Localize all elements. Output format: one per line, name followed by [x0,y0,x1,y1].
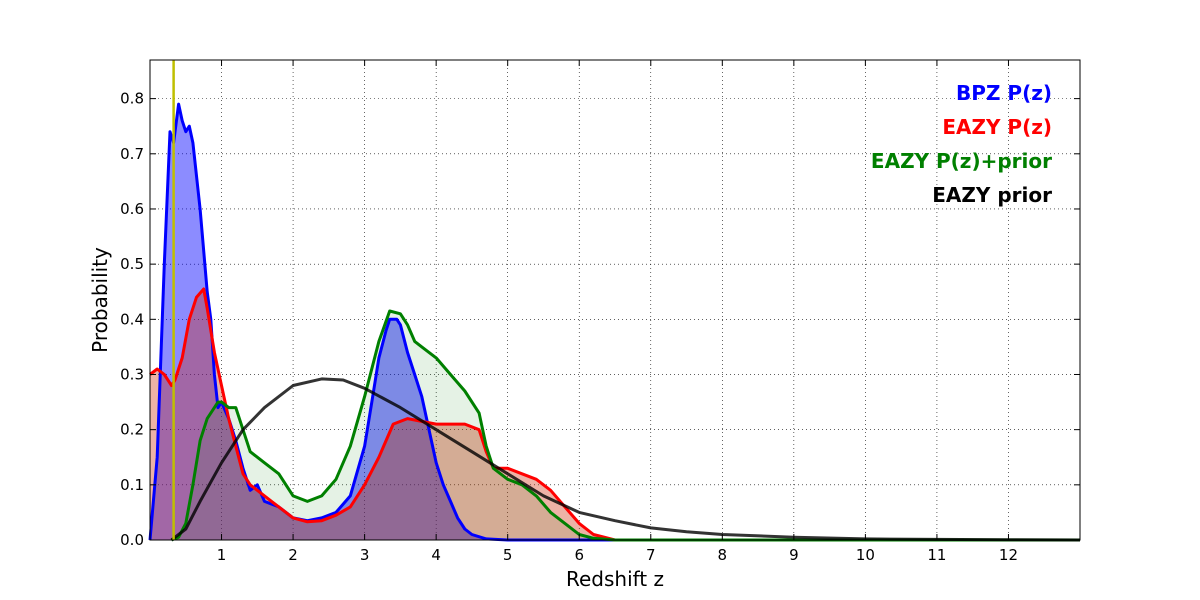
y-tick-label: 0.3 [120,365,144,383]
x-tick-label: 5 [503,546,513,564]
axis-ticks: 1 2 3 4 5 6 7 8 9 10 11 120.00.10.20.30.40.50.60.70… [120,60,1080,564]
x-tick-label: 4 [431,546,441,564]
series-line-2 [170,309,1080,542]
legend-entry: EAZY P(z) [942,115,1052,139]
series-line-1 [149,287,1080,542]
x-tick-label: 2 [288,546,298,564]
x-tick-label: 11 [927,546,946,564]
x-tick-label: 1 [217,546,227,564]
y-tick-label: 0.2 [120,421,144,439]
x-tick-label: 8 [718,546,728,564]
series-fill-2 [171,311,1080,540]
x-tick-label: 12 [999,546,1018,564]
series-fills [150,104,1080,540]
series-fill-0 [150,104,1080,540]
y-axis-label: Probability [88,247,112,353]
y-tick-label: 0.4 [120,310,144,328]
y-tick-label: 0.7 [120,145,144,163]
x-tick-label: 6 [574,546,584,564]
y-tick-label: 0.0 [120,531,144,549]
legend: BPZ P(z) EAZY P(z) EAZY P(z)+prior EAZY pri… [871,81,1052,207]
plot-frame [149,59,1081,541]
x-tick-label: 3 [360,546,370,564]
x-tick-label: 10 [856,546,875,564]
y-tick-label: 0.1 [120,476,144,494]
legend-entry: EAZY prior [932,183,1052,207]
x-tick-label: 7 [646,546,656,564]
legend-entry: BPZ P(z) [956,81,1052,105]
legend-entry: EAZY P(z)+prior [871,149,1052,173]
x-axis-label: Redshift z [566,567,664,591]
x-tick-label: 9 [789,546,799,564]
y-tick-label: 0.5 [120,255,144,273]
series-fill-1 [150,289,1080,540]
y-tick-label: 0.6 [120,200,144,218]
grid-lines [150,60,1080,540]
y-tick-label: 0.8 [120,90,144,108]
